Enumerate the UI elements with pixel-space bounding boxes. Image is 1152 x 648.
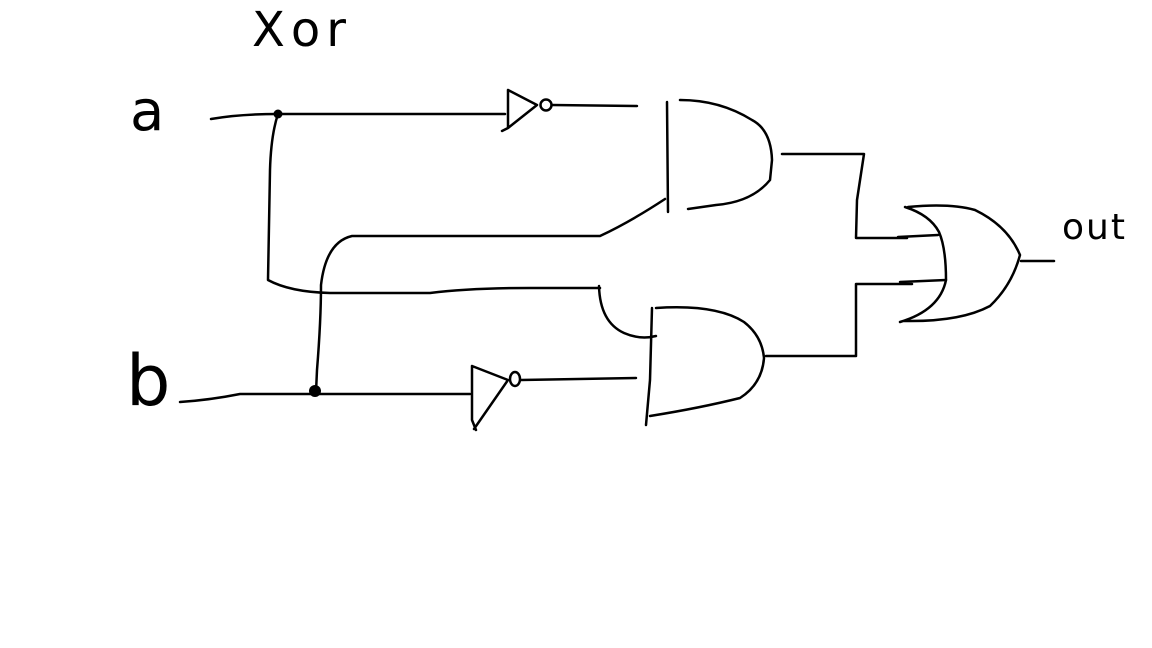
not-gate-a-triangle bbox=[500, 88, 539, 133]
output-label: out bbox=[1062, 207, 1127, 248]
not-gate-b-triangle bbox=[470, 364, 510, 432]
or-gate-body bbox=[898, 204, 1022, 324]
and-gate-top-body bbox=[665, 98, 774, 214]
wire-and-bottom-to-or bbox=[764, 282, 914, 358]
or-gate-input-stubs bbox=[896, 233, 948, 284]
wire-not-b-to-and-bottom bbox=[519, 376, 638, 382]
input-label-a: a bbox=[130, 79, 165, 144]
input-label-b: b bbox=[126, 340, 171, 422]
and-gate-bottom-body bbox=[644, 306, 766, 427]
not-gate-a-bubble bbox=[539, 98, 553, 112]
wire-b-to-not-b bbox=[178, 392, 472, 404]
wire-a-to-not-a bbox=[209, 112, 507, 121]
diagram-title: Xor bbox=[252, 2, 352, 58]
wire-b-branch-to-and-top bbox=[314, 197, 667, 394]
junction-dot-b bbox=[309, 385, 321, 397]
wire-a-branch-to-and-bottom bbox=[266, 112, 602, 295]
junction-dot-a bbox=[273, 109, 283, 119]
not-gate-b-bubble bbox=[508, 370, 522, 388]
wire-a-curve-into-and-bottom bbox=[597, 284, 658, 339]
wire-not-a-to-and-top bbox=[550, 103, 639, 108]
wire-and-top-to-or bbox=[780, 152, 909, 240]
